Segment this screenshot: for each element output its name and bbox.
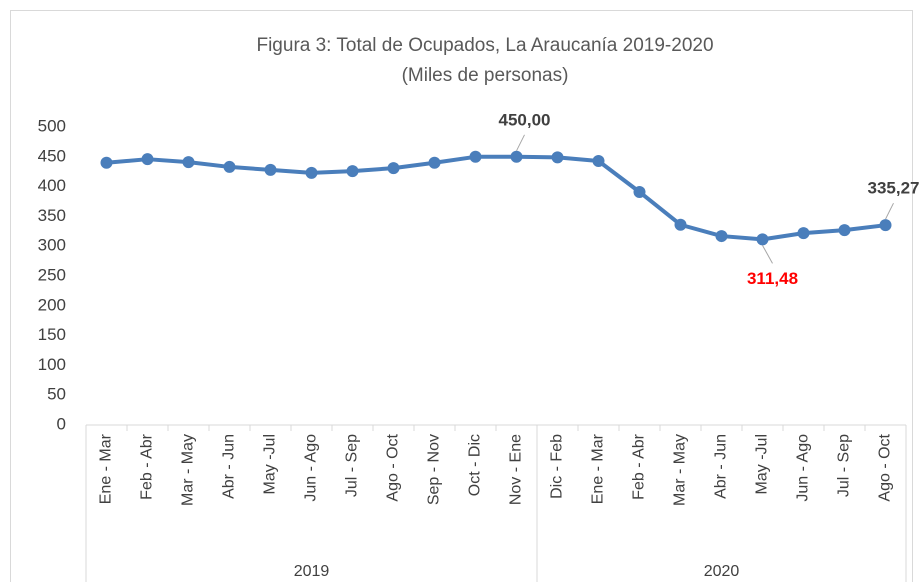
- marker: [838, 224, 851, 237]
- y-tick-label: 100: [38, 355, 66, 374]
- y-tick-label: 250: [38, 265, 66, 284]
- x-tick-label: Oct - Dic: [467, 434, 484, 496]
- marker: [551, 151, 564, 164]
- x-tick-label: May -Jul: [262, 434, 279, 494]
- marker: [100, 156, 113, 169]
- marker: [182, 156, 195, 169]
- group-label: 2019: [294, 563, 330, 580]
- y-tick-label: 0: [57, 414, 66, 433]
- marker: [387, 162, 400, 175]
- marker: [264, 163, 277, 176]
- marker: [510, 150, 523, 163]
- marker: [305, 166, 318, 179]
- x-tick-label: Feb - Abr: [139, 433, 156, 499]
- x-tick-label: Nov - Ene: [508, 434, 525, 505]
- marker: [428, 156, 441, 169]
- y-tick-label: 200: [38, 295, 66, 314]
- x-tick-label: Feb - Abr: [631, 433, 648, 499]
- x-tick-label: May -Jul: [754, 434, 771, 494]
- x-tick-label: Ene - Mar: [98, 433, 115, 504]
- marker: [223, 160, 236, 173]
- x-tick-label: Jun - Ago: [303, 434, 320, 502]
- x-tick-label: Sep - Nov: [426, 434, 443, 505]
- marker: [674, 218, 687, 231]
- y-tick-label: 50: [47, 385, 66, 404]
- marker: [633, 185, 646, 198]
- x-tick-label: Dic - Feb: [549, 434, 566, 499]
- x-tick-label: Jul - Sep: [836, 434, 853, 497]
- marker: [715, 230, 728, 243]
- x-tick-label: Mar - May: [180, 434, 197, 506]
- y-tick-label: 300: [38, 236, 66, 255]
- x-tick-label: Mar - May: [672, 434, 689, 506]
- x-tick-label: Abr - Jun: [221, 434, 238, 499]
- y-tick-label: 150: [38, 325, 66, 344]
- group-label: 2020: [704, 563, 740, 580]
- marker: [756, 233, 769, 246]
- x-tick-label: Jul - Sep: [344, 434, 361, 497]
- chart-subtitle: (Miles de personas): [402, 65, 569, 86]
- y-tick-label: 400: [38, 176, 66, 195]
- marker: [346, 165, 359, 178]
- x-tick-label: Ago - Oct: [385, 433, 402, 501]
- marker: [469, 150, 482, 163]
- leader-line: [516, 134, 525, 152]
- leader-line: [885, 202, 894, 220]
- leader-line: [762, 245, 773, 264]
- chart-border: [10, 10, 913, 582]
- x-tick-label: Jun - Ago: [795, 434, 812, 502]
- data-label: 450,00: [499, 110, 551, 129]
- line: [106, 154, 886, 242]
- x-tick-label: Ago - Oct: [877, 433, 894, 501]
- y-tick-label: 350: [38, 206, 66, 225]
- y-tick-label: 500: [38, 116, 66, 135]
- y-tick-label: 450: [38, 146, 66, 165]
- marker: [879, 219, 892, 232]
- marker: [141, 153, 154, 166]
- data-label: 311,48: [747, 269, 798, 288]
- chart-title: Figura 3: Total de Ocupados, La Araucaní…: [256, 35, 713, 56]
- x-tick-label: Ene - Mar: [590, 433, 607, 504]
- x-tick-label: Abr - Jun: [713, 434, 730, 499]
- marker: [797, 227, 810, 240]
- data-label: 335,27: [868, 179, 920, 198]
- marker: [592, 154, 605, 167]
